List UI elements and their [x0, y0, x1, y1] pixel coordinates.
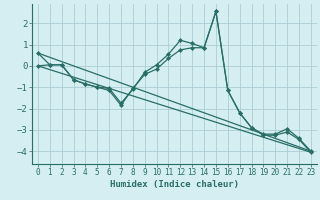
X-axis label: Humidex (Indice chaleur): Humidex (Indice chaleur)	[110, 180, 239, 189]
